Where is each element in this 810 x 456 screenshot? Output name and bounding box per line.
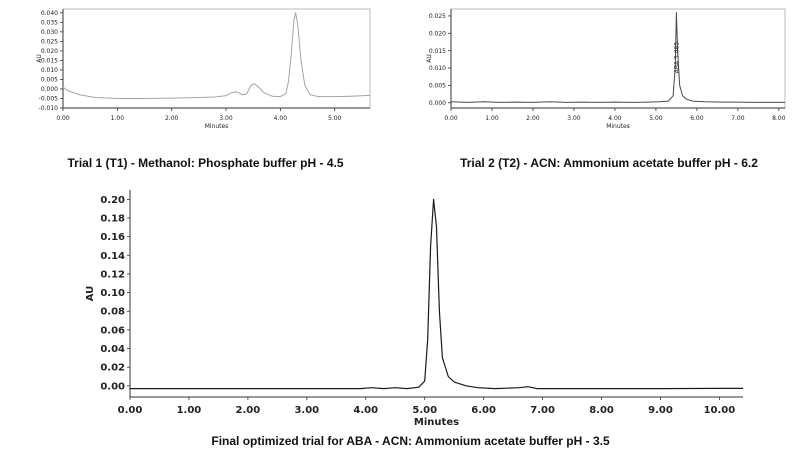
x-tick-label: 4.00 xyxy=(353,405,378,416)
y-axis-label: AU xyxy=(36,54,43,63)
y-tick-label: 0.02 xyxy=(100,363,125,374)
caption-trial2: Trial 2 (T2) - ACN: Ammonium acetate buf… xyxy=(460,156,758,170)
y-tick-label: -0.010 xyxy=(39,105,59,112)
x-tick-label: 5.00 xyxy=(412,405,437,416)
x-tick-label: 6.00 xyxy=(471,405,496,416)
y-tick-label: 0.16 xyxy=(100,232,125,243)
y-tick-label: 0.00 xyxy=(100,381,125,392)
x-tick-label: 5.00 xyxy=(649,115,663,122)
y-tick-label: 0.000 xyxy=(429,100,446,107)
x-tick-label: 8.00 xyxy=(589,405,614,416)
x-tick-label: 3.00 xyxy=(294,405,319,416)
chromatogram-trial1-plot: 0.00 1.00 2.00 3.00 4.00 5.00 -0.010 -0.005 0.00… xyxy=(36,8,371,130)
y-tick-label: 0.18 xyxy=(100,213,125,224)
y-tick-label: 0.10 xyxy=(100,288,125,299)
x-tick-label: 7.00 xyxy=(731,115,745,122)
plot-border xyxy=(62,8,371,109)
y-tick-label: 0.14 xyxy=(100,251,125,262)
chromatogram-trial2: 0.00 1.00 2.00 3.00 4.00 5.00 6.00 7.00 8.00 0.00… xyxy=(423,4,795,170)
y-axis-label: AU xyxy=(85,286,96,302)
x-tick-label: 4.00 xyxy=(274,115,288,122)
plot-border xyxy=(450,8,786,109)
y-tick-label: 0.08 xyxy=(100,307,125,318)
y-tick-label: 0.04 xyxy=(100,344,125,355)
trace xyxy=(130,198,743,390)
x-tick-label: 0.00 xyxy=(444,115,458,122)
x-tick-label: 0.00 xyxy=(118,405,143,416)
chart-final: 0.00 1.00 2.00 3.00 4.00 5.00 6.00 7.00 8.00 9.00… xyxy=(85,190,743,428)
y-tick-label: 0.040 xyxy=(41,10,58,17)
x-axis-label: Minutes xyxy=(606,123,630,130)
y-tick-label: 0.025 xyxy=(429,13,446,20)
y-tick-label: 0.20 xyxy=(100,195,125,206)
x-tick-label: 1.00 xyxy=(485,115,499,122)
trace xyxy=(62,12,371,99)
x-tick-label: 9.00 xyxy=(648,405,673,416)
y-tick-label: 0.030 xyxy=(41,29,58,36)
x-tick-label: 2.00 xyxy=(526,115,540,122)
x-tick-label: 10.00 xyxy=(704,405,736,416)
y-tick-label: 0.010 xyxy=(429,65,446,72)
y-tick-label: 0.000 xyxy=(41,86,58,93)
trace xyxy=(450,12,785,103)
x-tick-label: 1.00 xyxy=(177,405,202,416)
chromatogram-final-plot: 0.00 1.00 2.00 3.00 4.00 5.00 6.00 7.00 8.00 9.00… xyxy=(85,190,743,428)
x-tick-label: 2.00 xyxy=(165,115,179,122)
x-tick-label: 1.00 xyxy=(111,115,125,122)
chart-trial2: 0.00 1.00 2.00 3.00 4.00 5.00 6.00 7.00 8.00 0.00… xyxy=(426,8,786,130)
x-tick-label: 7.00 xyxy=(530,405,555,416)
y-tick-label: 0.015 xyxy=(41,58,58,65)
chart-trial1: 0.00 1.00 2.00 3.00 4.00 5.00 -0.010 -0.005 0.00… xyxy=(36,8,371,130)
caption-trial1: Trial 1 (T1) - Methanol: Phosphate buffe… xyxy=(67,156,344,170)
y-axis-label: AU xyxy=(426,54,433,63)
y-tick-label: 0.020 xyxy=(429,30,446,37)
peak-annotation: ABA 5.485 xyxy=(673,42,680,74)
x-tick-label: 3.00 xyxy=(567,115,581,122)
y-tick-label: 0.020 xyxy=(41,48,58,55)
x-tick-label: 8.00 xyxy=(772,115,786,122)
chromatogram-final: 0.00 1.00 2.00 3.00 4.00 5.00 6.00 7.00 8.00 9.00… xyxy=(63,182,758,448)
chromatogram-trial1: 0.00 1.00 2.00 3.00 4.00 5.00 -0.010 -0.005 0.00… xyxy=(33,4,378,170)
x-axis-label: Minutes xyxy=(205,123,229,130)
y-tick-label: 0.005 xyxy=(429,83,446,90)
y-tick-label: 0.015 xyxy=(429,48,446,55)
y-tick-label: 0.025 xyxy=(41,38,58,45)
x-tick-label: 5.00 xyxy=(328,115,342,122)
x-tick-label: 6.00 xyxy=(690,115,704,122)
chromatogram-trial2-plot: 0.00 1.00 2.00 3.00 4.00 5.00 6.00 7.00 8.00 0.00… xyxy=(426,8,786,130)
x-axis-label: Minutes xyxy=(414,417,459,428)
y-tick-label: 0.035 xyxy=(41,19,58,26)
x-tick-label: 3.00 xyxy=(219,115,233,122)
x-tick-label: 4.00 xyxy=(608,115,622,122)
x-tick-label: 2.00 xyxy=(236,405,261,416)
y-tick-label: 0.010 xyxy=(41,67,58,74)
y-tick-label: 0.12 xyxy=(100,269,125,280)
caption-final: Final optimized trial for ABA - ACN: Amm… xyxy=(211,434,610,448)
y-tick-label: 0.005 xyxy=(41,77,58,84)
y-tick-label: 0.06 xyxy=(100,325,125,336)
y-tick-label: -0.005 xyxy=(39,96,59,103)
x-tick-label: 0.00 xyxy=(56,115,70,122)
